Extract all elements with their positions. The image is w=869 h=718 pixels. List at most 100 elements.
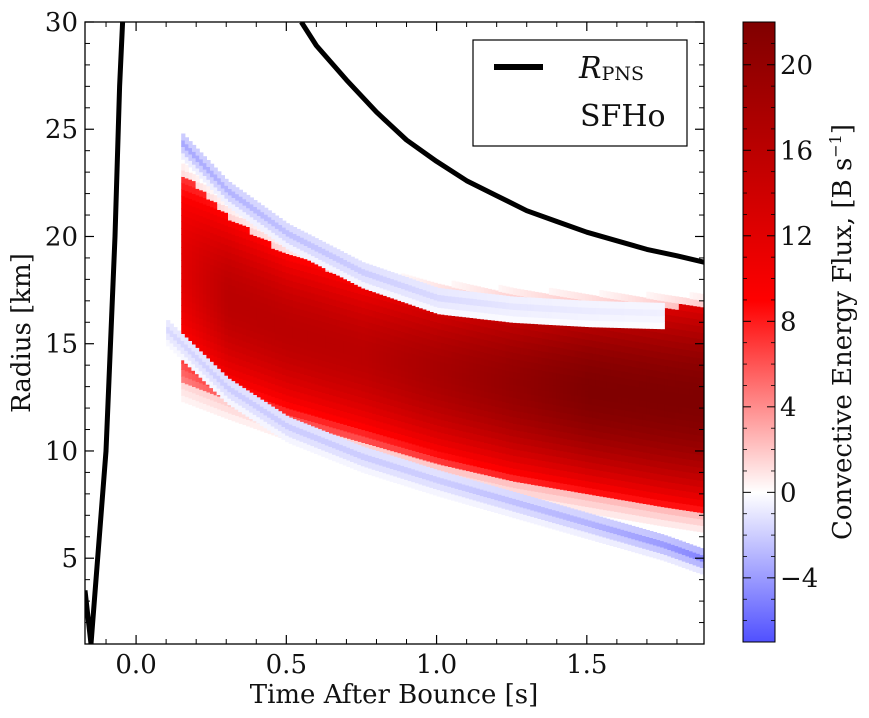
heatmap-cell: [660, 448, 665, 456]
heatmap-cell: [343, 366, 348, 374]
heatmap-cell: [606, 458, 611, 466]
heatmap-cell: [383, 416, 388, 424]
heatmap-cell: [700, 486, 704, 494]
heatmap-cell: [538, 395, 543, 403]
heatmap-cell: [264, 207, 269, 215]
heatmap-cell: [220, 313, 225, 321]
heatmap-cell: [235, 206, 240, 214]
heatmap-cell: [411, 328, 417, 336]
heatmap-cell: [354, 388, 359, 396]
heatmap-cell: [329, 420, 334, 428]
heatmap-cell: [325, 387, 330, 394]
heatmap-cell: [520, 424, 525, 432]
heatmap-cell: [199, 299, 204, 307]
heatmap-cell: [311, 299, 316, 307]
heatmap-cell: [314, 313, 319, 321]
heatmap-cell: [520, 476, 525, 483]
heatmap-cell: [635, 418, 640, 426]
heatmap-cell: [253, 357, 258, 365]
heatmap-cell: [372, 285, 377, 293]
heatmap-cell: [217, 267, 222, 275]
heatmap-cell: [357, 299, 362, 307]
heatmap-cell: [390, 405, 395, 413]
heatmap-cell: [538, 446, 543, 454]
heatmap-cell: [530, 432, 536, 440]
heatmap-cell: [213, 407, 218, 415]
heatmap-cell: [617, 415, 622, 423]
heatmap-cell: [199, 241, 204, 249]
heatmap-cell: [527, 419, 532, 427]
heatmap-cell: [289, 376, 294, 384]
heatmap-cell: [181, 266, 186, 274]
heatmap-cell: [563, 354, 568, 362]
heatmap-cell: [267, 279, 272, 287]
heatmap-cell: [224, 340, 229, 348]
heatmap-cell: [476, 376, 481, 384]
heatmap-cell: [411, 379, 417, 387]
heatmap-cell: [502, 343, 507, 351]
heatmap-cell: [325, 354, 330, 362]
heatmap-cell: [527, 470, 532, 478]
heatmap-cell: [538, 382, 543, 390]
heatmap-cell: [206, 243, 211, 251]
heatmap-cell: [649, 459, 655, 467]
heatmap-cell: [386, 270, 391, 278]
heatmap-cell: [613, 492, 619, 500]
heatmap-cell: [678, 354, 683, 362]
heatmap-cell: [682, 477, 687, 485]
heatmap-cell: [365, 340, 370, 348]
heatmap-cell: [271, 280, 276, 288]
heatmap-cell: [458, 411, 463, 418]
heatmap-cell: [184, 150, 189, 158]
heatmap-cell: [426, 312, 431, 320]
heatmap-cell: [631, 508, 637, 515]
heatmap-cell: [610, 356, 615, 364]
heatmap-cell: [192, 302, 197, 310]
heatmap-cell: [224, 366, 229, 374]
heatmap-cell: [242, 276, 247, 284]
heatmap-cell: [505, 447, 510, 455]
heatmap-cell: [466, 406, 471, 414]
heatmap-cell: [181, 253, 186, 261]
heatmap-cell: [516, 359, 521, 367]
heatmap-cell: [249, 253, 254, 261]
heatmap-cell: [278, 257, 283, 265]
heatmap-cell: [422, 453, 427, 461]
heatmap-cell: [199, 324, 204, 332]
heatmap-cell: [588, 442, 593, 450]
heatmap-cell: [624, 326, 629, 334]
heatmap-cell: [588, 423, 593, 431]
heatmap-cell: [393, 279, 399, 287]
heatmap-cell: [678, 335, 683, 343]
heatmap-cell: [253, 325, 258, 333]
heatmap-cell: [484, 423, 489, 431]
heatmap-cell: [494, 457, 500, 465]
heatmap-cell: [256, 333, 262, 341]
heatmap-cell: [311, 236, 316, 244]
heatmap-cell: [530, 291, 536, 299]
heatmap-cell: [311, 415, 316, 423]
heatmap-cell: [476, 357, 481, 365]
heatmap-cell: [278, 302, 283, 310]
heatmap-cell: [509, 351, 514, 359]
heatmap-cell: [368, 360, 373, 368]
heatmap-cell: [357, 332, 362, 339]
heatmap-cell: [246, 290, 251, 298]
heatmap-cell: [397, 274, 402, 282]
heatmap-cell: [339, 257, 344, 265]
heatmap-cell: [314, 306, 319, 314]
heatmap-cell: [696, 376, 701, 384]
heatmap-cell: [188, 243, 193, 251]
heatmap-cell: [570, 426, 575, 434]
heatmap-cell: [696, 492, 701, 500]
heatmap-cell: [321, 289, 326, 297]
heatmap-cell: [466, 348, 471, 356]
heatmap-cell: [361, 358, 366, 366]
heatmap-cell: [224, 347, 229, 355]
heatmap-cell: [271, 306, 276, 314]
heatmap-cell: [617, 512, 622, 519]
heatmap-cell: [621, 429, 626, 436]
heatmap-cell: [675, 495, 680, 503]
heatmap-cell: [246, 316, 251, 324]
heatmap-cell: [473, 395, 478, 402]
